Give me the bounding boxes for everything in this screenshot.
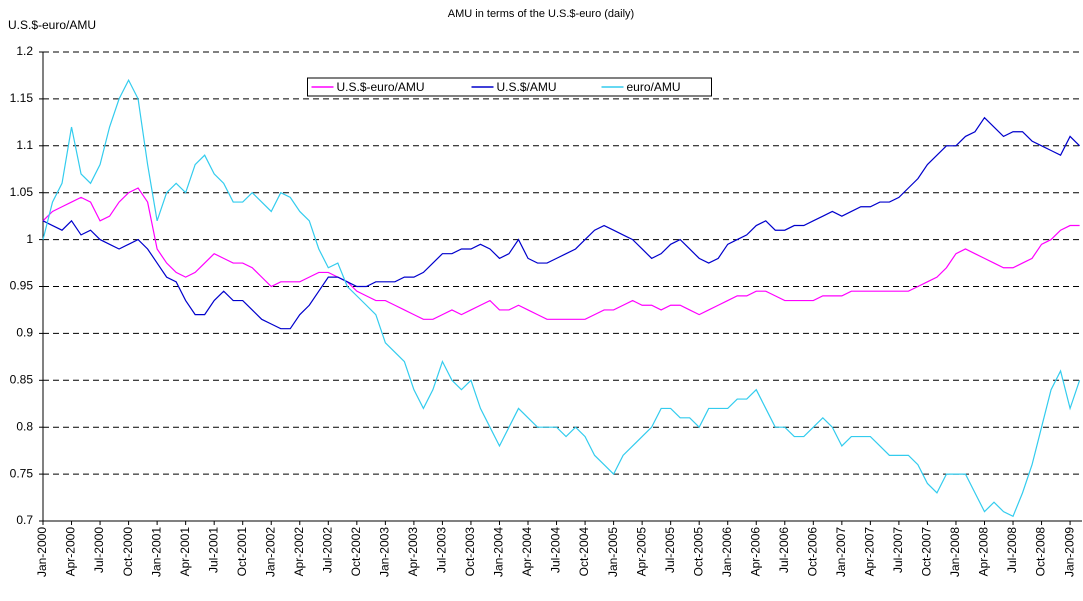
legend-label: U.S.$/AMU — [497, 80, 557, 94]
y-tick-label: 0.85 — [10, 372, 34, 386]
y-tick-label: 1.05 — [10, 185, 34, 199]
legend-label: U.S.$-euro/AMU — [337, 80, 425, 94]
x-tick-label: Apr-2002 — [292, 527, 306, 577]
x-tick-label: Apr-2001 — [178, 527, 192, 577]
x-tick-label: Apr-2000 — [64, 527, 78, 577]
x-tick-label: Jan-2008 — [948, 527, 962, 577]
x-tick-label: Jul-2006 — [777, 527, 791, 573]
x-tick-label: Jan-2006 — [720, 527, 734, 577]
legend: U.S.$-euro/AMU U.S.$/AMU euro/AMU — [307, 77, 712, 97]
x-tick-label: Apr-2007 — [863, 527, 877, 577]
x-tick-label: Oct-2000 — [121, 527, 135, 577]
x-tick-label: Apr-2003 — [406, 527, 420, 577]
x-tick-label: Oct-2008 — [1034, 527, 1048, 577]
series-line — [42, 116, 1081, 330]
x-tick-label: Oct-2005 — [691, 527, 705, 577]
x-tick-label: Jul-2005 — [663, 527, 677, 573]
x-tick-label: Oct-2003 — [463, 527, 477, 577]
y-tick-label: 1.2 — [16, 44, 33, 58]
x-tick-label: Jan-2003 — [378, 527, 392, 577]
x-tick-label: Jan-2000 — [35, 527, 49, 577]
series-line — [42, 187, 1080, 320]
x-tick-label: Jan-2002 — [263, 527, 277, 577]
y-tick-label: 0.95 — [10, 279, 34, 293]
x-tick-label: Apr-2008 — [977, 527, 991, 577]
y-tick-label: 0.8 — [16, 419, 33, 433]
x-tick-label: Jul-2008 — [1005, 527, 1019, 573]
y-tick-label: 0.75 — [10, 466, 34, 480]
x-tick-label: Jul-2004 — [549, 527, 563, 573]
series-line — [42, 78, 1081, 518]
y-tick-label: 1 — [26, 232, 33, 246]
x-tick-label: Jul-2000 — [92, 527, 106, 573]
legend-label: euro/AMU — [627, 80, 681, 94]
legend-box — [307, 77, 712, 97]
x-tick-label: Jan-2004 — [492, 527, 506, 577]
x-tick-label: Jul-2002 — [320, 527, 334, 573]
x-tick-label: Oct-2001 — [235, 527, 249, 577]
x-tick-label: Oct-2002 — [349, 527, 363, 577]
x-tick-label: Apr-2004 — [520, 527, 534, 577]
x-tick-label: Jan-2007 — [834, 527, 848, 577]
x-tick-label: Jan-2001 — [149, 527, 163, 577]
chart-title: AMU in terms of the U.S.$-euro (daily) — [448, 8, 634, 20]
y-axis-label: U.S.$-euro/AMU — [8, 18, 96, 32]
y-tick-label: 0.7 — [16, 513, 33, 527]
x-tick-label: Oct-2004 — [577, 527, 591, 577]
x-tick-label: Jul-2001 — [206, 527, 220, 573]
x-tick-label: Jul-2007 — [891, 527, 905, 573]
x-tick-label: Jan-2009 — [1062, 527, 1076, 577]
y-tick-label: 1.1 — [16, 138, 33, 152]
x-tick-label: Oct-2006 — [805, 527, 819, 577]
x-tick-label: Apr-2006 — [748, 527, 762, 577]
x-tick-label: Jan-2005 — [606, 527, 620, 577]
x-tick-label: Oct-2007 — [920, 527, 934, 577]
x-tick-label: Jul-2003 — [435, 527, 449, 573]
y-tick-label: 1.15 — [10, 91, 34, 105]
x-tick-label: Apr-2005 — [634, 527, 648, 577]
y-tick-label: 0.9 — [16, 326, 33, 340]
